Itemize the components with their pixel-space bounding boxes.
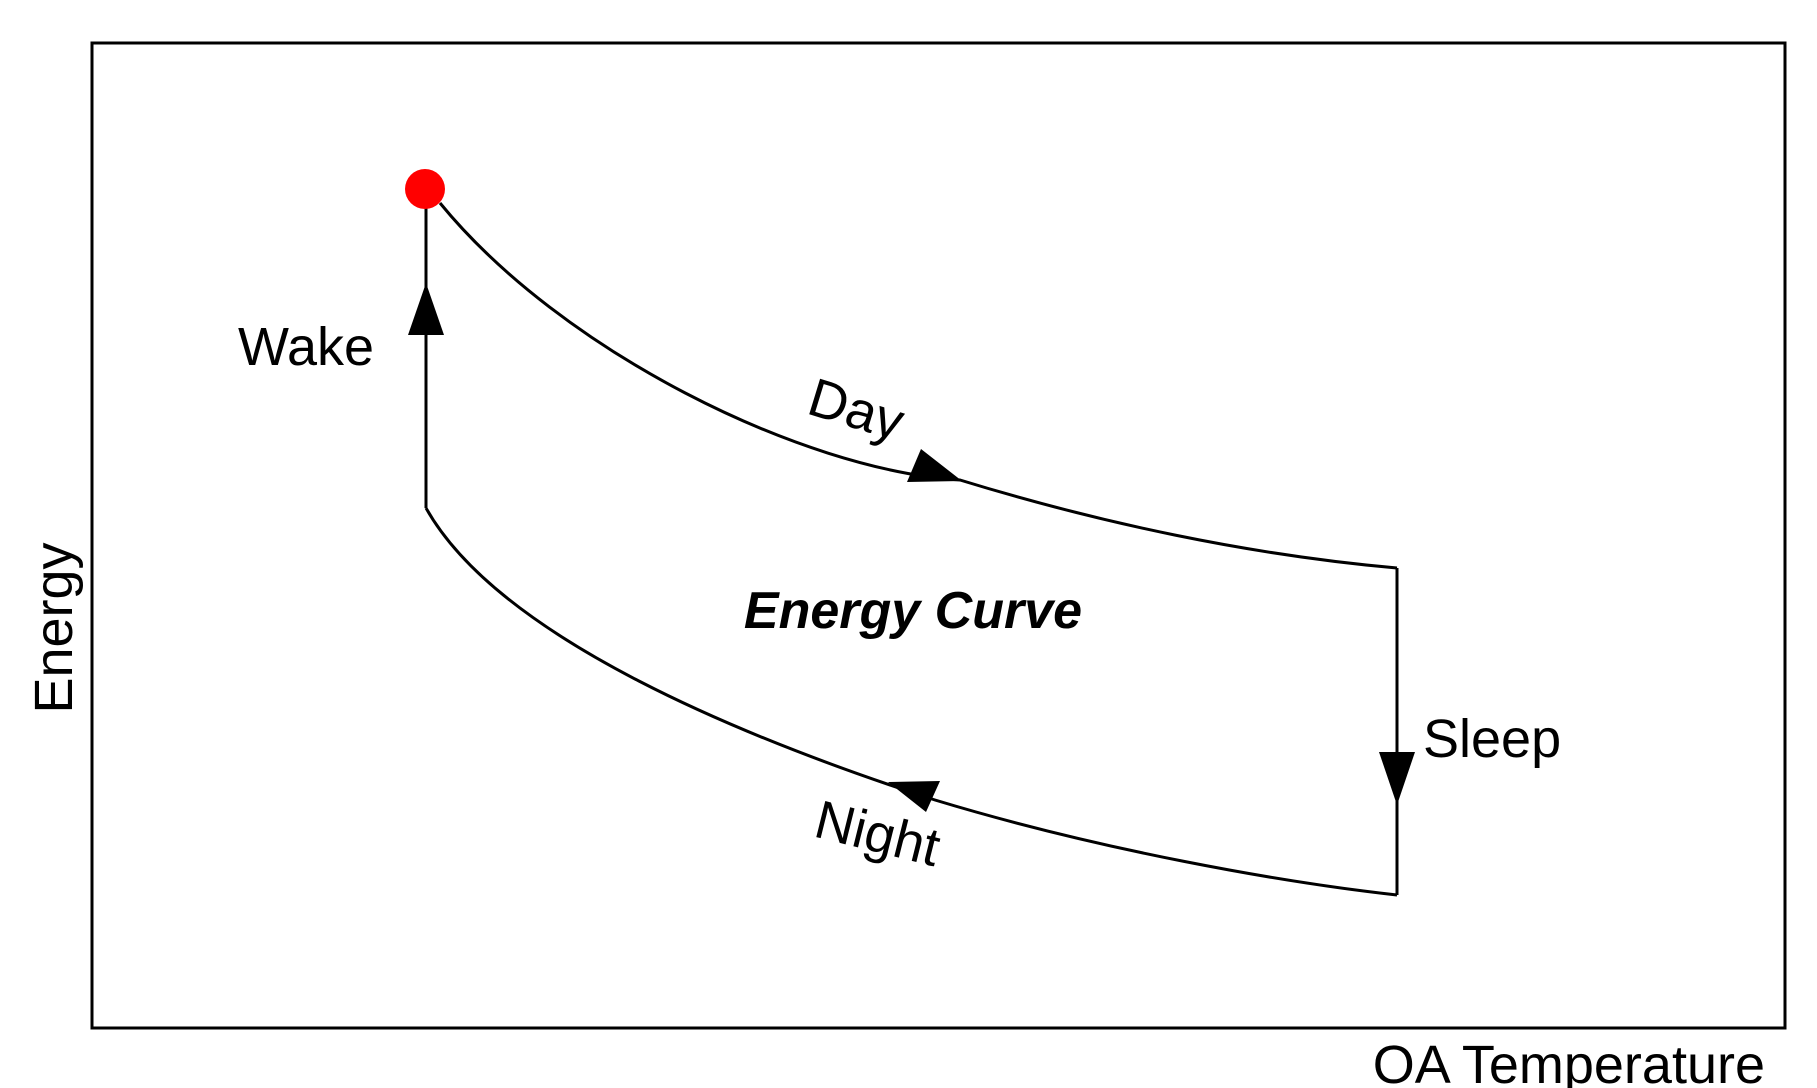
day-arrowhead <box>907 449 962 482</box>
plot-frame <box>90 41 1787 1030</box>
sleep-label: Sleep <box>1423 709 1561 769</box>
y-axis-label: Energy <box>24 542 84 713</box>
start-point-marker <box>405 169 445 209</box>
night-arrowhead <box>888 781 940 812</box>
x-axis-label: OA Temperature <box>1373 1035 1765 1088</box>
wake-label: Wake <box>238 317 374 377</box>
day-label: Day <box>801 367 910 452</box>
sleep-arrowhead <box>1379 752 1415 805</box>
day-curve <box>438 202 1398 570</box>
diagram-title: Energy Curve <box>744 582 1082 640</box>
wake-arrowhead <box>408 283 444 335</box>
